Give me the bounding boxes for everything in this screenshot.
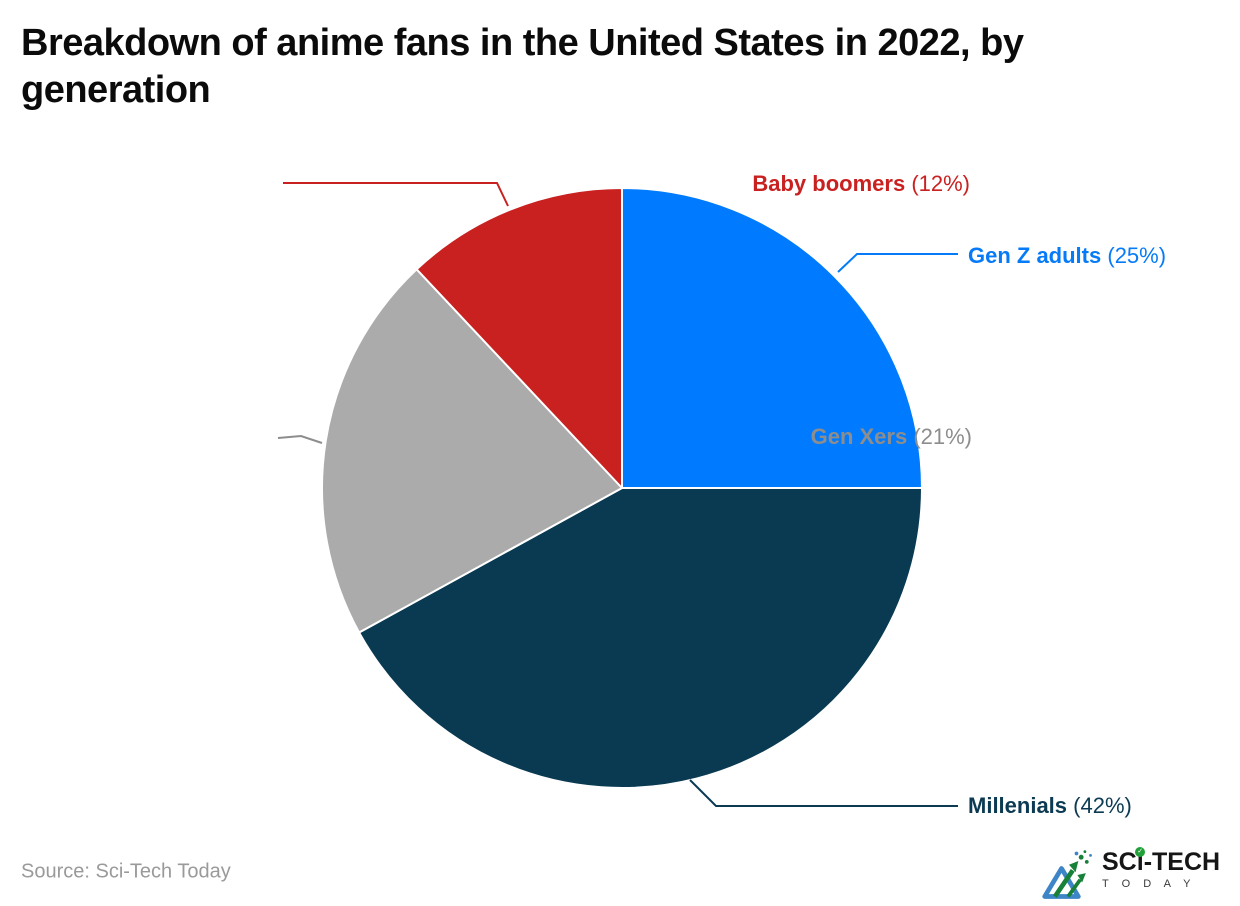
scitech-logo-today: T O D A Y [1102, 878, 1196, 890]
slice-label-gen-z-adults: Gen Z adults (25%) [968, 243, 1166, 269]
chart-title: Breakdown of anime fans in the United St… [21, 22, 1024, 111]
slice-label-pct: (25%) [1101, 243, 1167, 268]
leader-line-millenials [689, 779, 958, 807]
slice-label-pct: (12%) [905, 171, 970, 196]
logo-letter-i: ı ✓ [1135, 847, 1146, 876]
logo-text-pre: SC [1102, 848, 1137, 876]
logo-text-post: -TECH [1143, 848, 1221, 876]
scitech-logo-text: SCı ✓ -TECH T O D A Y [1102, 847, 1221, 890]
slice-label-baby-boomers: Baby boomers (12%) [752, 171, 970, 197]
slice-label-gen-xers: Gen Xers (21%) [811, 424, 972, 450]
slice-label-name: Gen Xers [810, 424, 908, 449]
slice-label-name: Millenials [968, 793, 1068, 818]
leader-line-baby-boomers [283, 182, 509, 207]
slice-label-name: Baby boomers [752, 171, 906, 196]
slice-label-millenials: Millenials (42%) [968, 793, 1132, 819]
scitech-logo: SCı ✓ -TECH T O D A Y [1040, 846, 1235, 904]
source-text: Source: Sci-Tech Today [21, 860, 231, 883]
leader-line-gen-xers [277, 434, 323, 444]
pie-slice-gen-z-adults [621, 187, 923, 489]
pie-slice-gen-xers [321, 268, 623, 634]
slice-label-pct: (42%) [1067, 793, 1132, 818]
leader-line-gen-z-adults [837, 253, 958, 273]
slice-label-name: Gen Z adults [968, 243, 1102, 268]
pie-slice-millenials [358, 487, 923, 789]
pie-slice-baby-boomers [415, 187, 623, 489]
scitech-logo-icon [1042, 850, 1092, 899]
scitech-logo-wordmark: SCı ✓ -TECH [1102, 847, 1221, 876]
slice-label-pct: (21%) [907, 424, 972, 449]
check-icon: ✓ [1135, 847, 1146, 857]
